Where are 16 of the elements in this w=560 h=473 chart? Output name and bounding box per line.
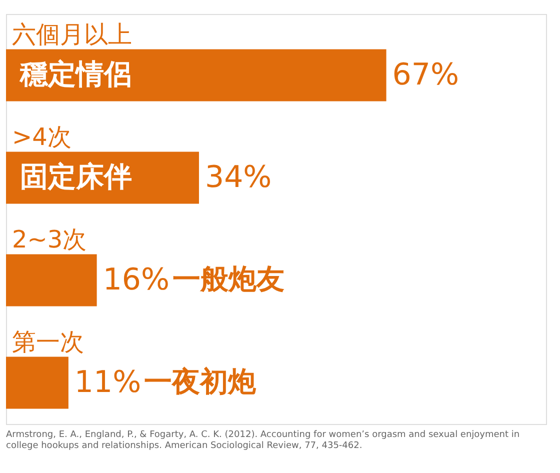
y-tick-label: 一夜初炮 [144,364,258,398]
annotation: 六個月以上 [12,20,132,48]
data-label: 67% [392,57,459,92]
y-tick-label: 穩定情侶 [19,57,132,90]
y-tick-label: 固定床伴 [20,160,132,193]
annotation: >4次 [12,122,72,151]
text: Armstrong, E. A., England, P., & Fogarty, A. C. K. (2012). Accounting for women’s orgasm and sexual enjoyment in college hookups and relationships. American Sociological Review, 77, 435-462. [6,430,520,451]
data-label: 11% [74,364,142,400]
annotation: 第一次 [12,328,84,356]
data-label: 34% [204,160,272,195]
bar [6,49,386,102]
annotation: 2~3次 [12,225,87,254]
data-label: 16% [102,262,170,298]
bar [6,254,97,306]
y-tick-label: 一般炮友 [172,262,285,296]
bar [6,356,68,409]
